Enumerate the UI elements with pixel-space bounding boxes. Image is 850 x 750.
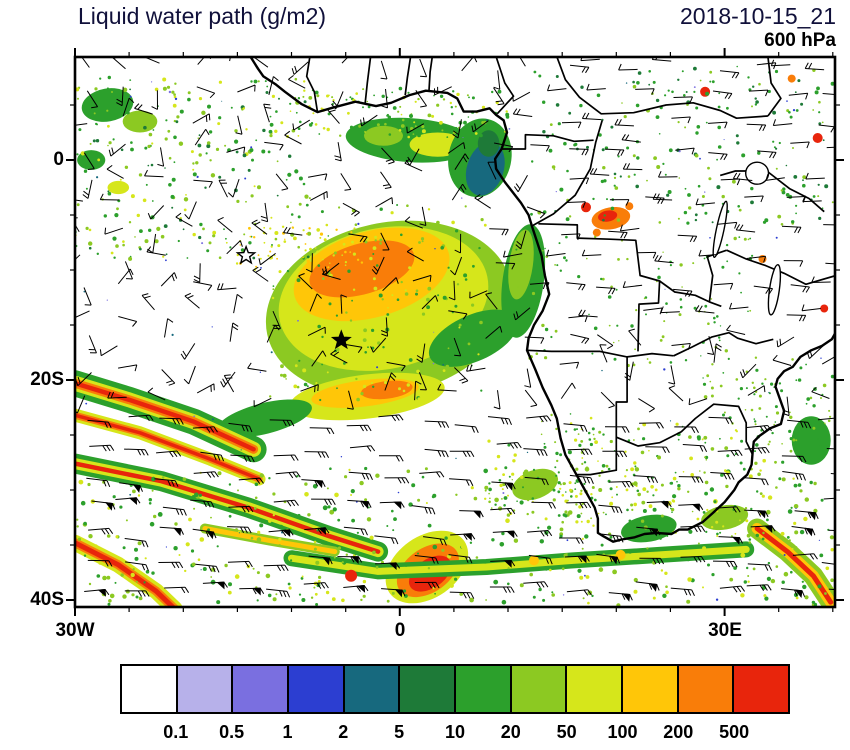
chart-datetime: 2018-10-15_21 [679,3,836,29]
lake [744,161,770,185]
lake [712,200,728,258]
country-border [526,349,674,358]
country-border [556,57,768,120]
colorbar-cell-11 [734,666,789,712]
coastline [249,57,835,543]
colorbar-cell-2 [233,666,290,712]
colorbar-labels: 0.1 0.5 1 2 5 10 20 50 100 200 500 [120,722,790,746]
colorbar-cell-7 [511,666,568,712]
country-border [706,249,727,303]
country-border [726,249,835,286]
y-tick-label-0: 0 [53,149,64,170]
x-tick-label-0: 0 [394,620,406,641]
map-lines [249,57,835,543]
colorbar-tick-label: 20 [500,722,521,742]
star-open-marker [235,244,257,265]
colorbar-tick-label: 200 [663,722,694,742]
colorbar-cell-4 [344,666,401,712]
map-plot [66,48,844,616]
country-border [673,331,774,357]
colorbar-tick-label: 1 [282,722,293,742]
axes-frame [66,48,844,616]
pressure-level-label: 600 hPa [764,30,836,51]
country-border [501,133,594,150]
y-tick-label-40s: 40S [30,589,64,610]
colorbar-cell-9 [623,666,679,712]
colorbar-cell-8 [567,666,624,712]
country-border [428,57,434,91]
colorbar-tick-label: 5 [394,722,405,742]
lake [767,264,782,316]
colorbar-cell-10 [678,666,735,712]
country-border [659,280,722,308]
colorbar-tick-label: 500 [719,722,750,742]
wind-barbs [75,57,835,602]
country-border [719,170,825,213]
star-filled-marker [330,329,352,350]
colorbar-cell-6 [456,666,512,712]
country-border [305,57,319,113]
country-border [404,57,412,96]
colorbar-cell-5 [400,666,457,712]
y-tick-label-20s: 20S [30,369,64,390]
country-border [531,120,604,227]
colorbar-cell-1 [177,666,234,712]
colorbar-tick-label: 100 [607,722,638,742]
colorbar-tick-label: 2 [338,722,349,742]
colorbar-cell-3 [289,666,345,712]
colorbar-tick-label: 0.5 [219,722,245,742]
chart-title: Liquid water path (g/m2) [78,3,327,29]
country-border [577,356,628,476]
colorbar-tick-label: 10 [444,722,466,742]
country-border [767,57,782,117]
country-border [364,57,372,104]
lwp-field [75,65,835,607]
colorbar [120,664,790,714]
country-border [615,403,754,456]
country-border [495,57,515,115]
country-border [538,222,661,352]
colorbar-tick-label: 50 [556,722,577,742]
x-tick-label-30e: 30E [708,620,742,641]
colorbar-cell-0 [122,666,178,712]
x-tick-label-30w: 30W [55,620,95,641]
station-markers [235,244,352,350]
colorbar-tick-label: 0.1 [163,722,189,742]
